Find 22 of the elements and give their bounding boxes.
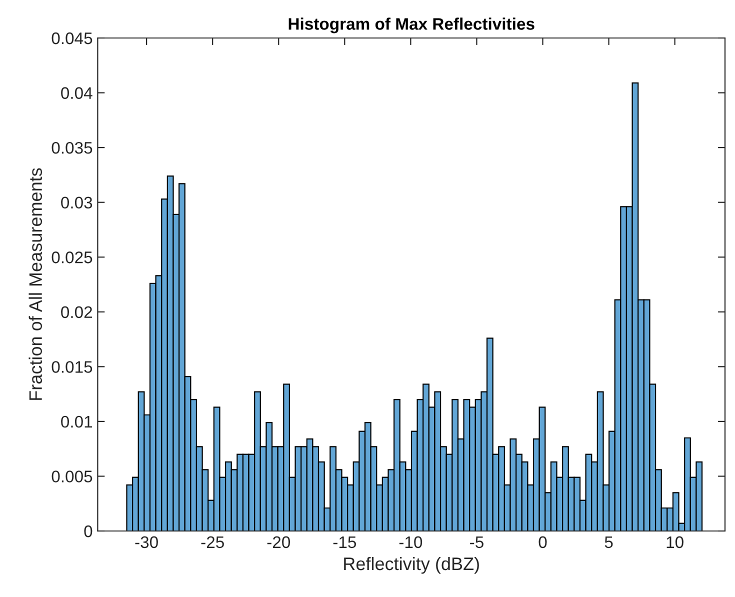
x-axis-title: Reflectivity (dBZ)	[344, 556, 479, 574]
y-tick-label: 0.045	[52, 32, 92, 44]
x-tick-label: -20	[267, 536, 290, 548]
y-tick-label: 0.02	[61, 306, 92, 318]
y-tick-label: 0.025	[52, 252, 92, 264]
x-tick-label: -5	[470, 536, 484, 548]
y-tick-label: 0.03	[61, 196, 92, 209]
y-axis-title: Fraction of All Measurements	[28, 168, 42, 400]
y-tick-label: 0	[84, 525, 92, 538]
y-tick-label: 0.035	[52, 142, 92, 154]
x-tick-label: -30	[135, 536, 158, 548]
x-tick-label: -10	[399, 536, 422, 548]
chart-title: Histogram of Max Reflectivities	[288, 18, 534, 34]
x-tick-label: 5	[604, 536, 613, 548]
x-tick-label: -15	[333, 536, 356, 548]
x-tick-label: 0	[538, 536, 547, 548]
y-tick-label: 0.01	[61, 416, 92, 428]
x-tick-label: -25	[201, 536, 224, 548]
x-tick-label: 10	[666, 536, 684, 548]
y-tick-label: 0.005	[52, 470, 92, 482]
y-tick-label: 0.015	[52, 361, 92, 373]
y-tick-label: 0.04	[61, 87, 92, 99]
